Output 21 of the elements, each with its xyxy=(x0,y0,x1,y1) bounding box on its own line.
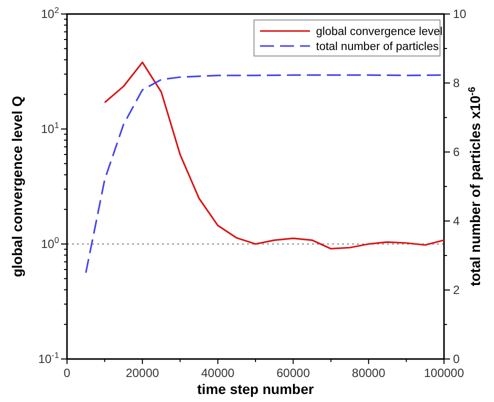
x-tick-label: 100000 xyxy=(424,366,464,380)
y2-tick-label: 2 xyxy=(453,283,460,297)
x-tick-label: 40000 xyxy=(201,366,235,380)
x-tick-label: 80000 xyxy=(352,366,386,380)
y-tick-label: 10$^{0}$ xyxy=(40,235,60,251)
x-tick-label: 60000 xyxy=(276,366,310,380)
y2-tick-label: 10 xyxy=(453,7,467,21)
y-tick-label: 10$^{-1}$ xyxy=(38,350,60,366)
y-tick-label: 10$^{1}$ xyxy=(40,120,60,136)
y2-tick-label: 4 xyxy=(453,214,460,228)
legend-label: total number of particles xyxy=(316,41,439,53)
y-tick-label: 10$^{2}$ xyxy=(40,5,60,21)
x-axis-title: time step number xyxy=(197,381,314,397)
x-tick-label: 20000 xyxy=(126,366,160,380)
y2-tick-label: 0 xyxy=(453,352,460,366)
line-series xyxy=(104,62,445,250)
y2-tick-label: 8 xyxy=(453,76,460,90)
y-axis-title: global convergence level Q xyxy=(9,96,25,278)
legend-label: global convergence level xyxy=(316,26,443,38)
x-tick-label: 0 xyxy=(64,366,71,380)
y2-tick-label: 6 xyxy=(453,145,460,159)
